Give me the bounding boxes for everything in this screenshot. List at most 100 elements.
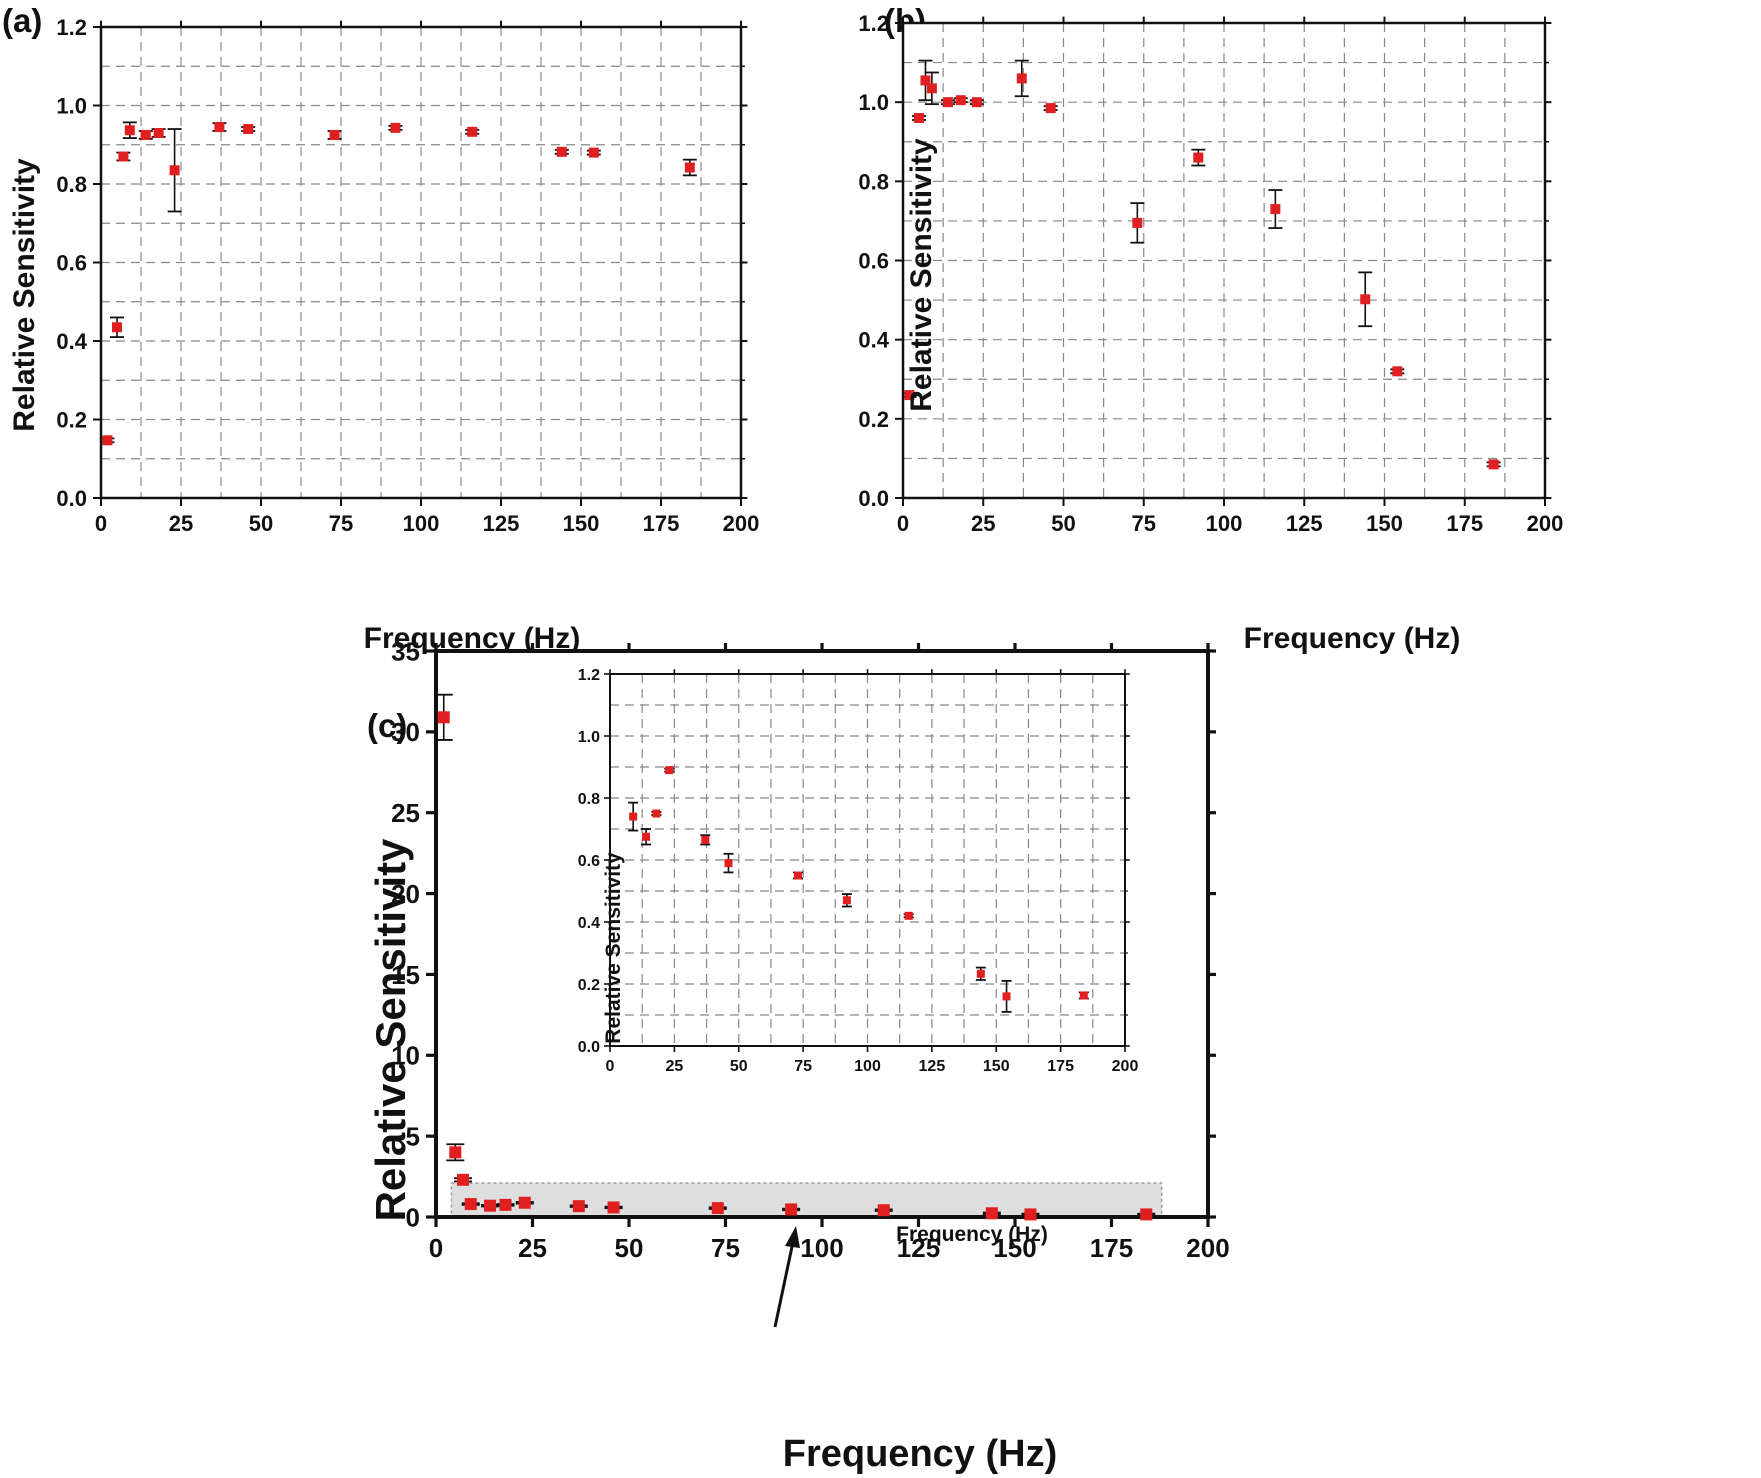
zoom-arrow-head — [785, 1226, 800, 1248]
x-tick-label-c-inset: 175 — [1047, 1058, 1074, 1075]
data-point-b — [1360, 294, 1371, 305]
y-axis-title-c: Relative Sensitivity — [367, 838, 414, 1221]
data-point-c-inset — [1079, 991, 1088, 1000]
data-point-b — [971, 97, 982, 108]
y-tick-label-a: 0.8 — [56, 172, 87, 197]
data-point-b — [1016, 73, 1027, 84]
panel-b-chart: (b) 0 25 50 75 100 125 150 175 2000.00.20.40.60.… — [858, 2, 1563, 655]
x-tick-label-c-inset: 200 — [1112, 1058, 1139, 1075]
data-point-c-inset — [904, 911, 913, 920]
inset-chart: 0 25 50 75 100 125 150 175 200 0.0 0.2 0.4 0.6 0.8 1.0… — [578, 667, 1139, 1246]
x-tick-label-c-inset: 125 — [919, 1058, 946, 1075]
y-tick-label-a: 1.2 — [56, 15, 87, 40]
x-tick-label-c-inset: 100 — [854, 1058, 881, 1075]
data-point-b — [955, 95, 966, 106]
data-point-b — [1045, 103, 1056, 114]
x-tick-label-b: 100 — [1206, 511, 1243, 536]
data-point-c — [607, 1201, 620, 1214]
data-point-c — [877, 1204, 890, 1217]
data-point-a — [124, 125, 135, 136]
x-tick-label-c-inset: 150 — [983, 1058, 1010, 1075]
y-tick-label-c: 0 — [406, 1202, 420, 1232]
x-tick-label-b: 25 — [971, 511, 995, 536]
panel-label-a: (a) — [2, 2, 42, 39]
data-point-c-inset — [652, 809, 661, 818]
x-tick-label-b: 50 — [1051, 511, 1075, 536]
highlight-region-c — [450, 1182, 1163, 1218]
data-point-c — [785, 1203, 798, 1216]
x-tick-label-c: 0 — [429, 1233, 443, 1263]
y-tick-label-c: 10 — [391, 1041, 420, 1071]
x-tick-label-b: 175 — [1446, 511, 1483, 536]
x-tick-label-c: 175 — [1090, 1233, 1133, 1263]
data-point-c-inset — [642, 832, 651, 841]
data-point-a — [140, 129, 151, 140]
y-tick-label-c-inset: 0.4 — [578, 915, 600, 932]
y-tick-label-c-inset: 1.2 — [578, 667, 600, 684]
data-point-b — [1392, 366, 1403, 377]
data-point-c-inset — [665, 766, 674, 775]
x-tick-label-c: 125 — [897, 1233, 940, 1263]
data-point-c — [457, 1173, 470, 1186]
y-tick-label-b: 0.2 — [858, 407, 889, 432]
data-point-a — [153, 127, 164, 138]
y-tick-label-b: 0.4 — [858, 328, 889, 353]
panel-label-c: (c) — [367, 707, 407, 744]
data-point-c — [518, 1196, 531, 1209]
x-tick-label-a: 200 — [723, 511, 760, 536]
data-point-b — [1132, 217, 1143, 228]
x-tick-label-a: 75 — [329, 511, 353, 536]
y-tick-label-c-inset: 0.8 — [578, 791, 600, 808]
data-point-c-inset — [1002, 992, 1011, 1001]
data-point-c — [711, 1202, 724, 1215]
y-tick-label-b: 0.0 — [858, 486, 889, 511]
data-point-a — [390, 122, 401, 133]
x-tick-label-c: 75 — [711, 1233, 740, 1263]
data-point-a — [102, 435, 113, 446]
data-point-b — [1193, 152, 1204, 163]
data-point-a — [588, 147, 599, 158]
y-tick-label-c-inset: 0.0 — [578, 1039, 600, 1056]
data-point-c — [484, 1199, 497, 1212]
x-tick-label-a: 150 — [563, 511, 600, 536]
data-point-b — [1488, 459, 1499, 470]
x-tick-label-b: 75 — [1132, 511, 1156, 536]
data-point-b — [926, 83, 937, 94]
y-tick-label-c: 25 — [391, 798, 420, 828]
y-axis-title-inset: Relative Sensitivity — [602, 852, 625, 1044]
x-tick-label-c-inset: 0 — [606, 1058, 615, 1075]
data-point-c-inset — [842, 896, 851, 905]
x-tick-label-c-inset: 25 — [665, 1058, 683, 1075]
x-tick-label-b: 150 — [1366, 511, 1403, 536]
data-point-c-inset — [701, 835, 710, 844]
y-tick-label-b: 0.6 — [858, 248, 889, 273]
data-point-a — [467, 126, 478, 137]
x-tick-label-c-inset: 50 — [730, 1058, 748, 1075]
y-tick-label-b: 1.0 — [858, 90, 889, 115]
x-tick-label-a: 25 — [169, 511, 193, 536]
y-tick-label-a: 1.0 — [56, 93, 87, 118]
data-point-b — [1270, 204, 1281, 215]
data-point-a — [556, 146, 567, 157]
x-tick-label-c: 25 — [518, 1233, 547, 1263]
y-axis-title-a: Relative Sensitivity — [8, 158, 41, 432]
y-tick-label-c-inset: 1.0 — [578, 729, 600, 746]
x-tick-label-c: 100 — [800, 1233, 843, 1263]
panel-a-chart: (a) 0 25 50 75 100 125 150 175 200 0.0 0.2 0.4 0.6 0.… — [2, 2, 759, 655]
data-point-c-inset — [793, 871, 802, 880]
x-tick-label-c: 50 — [615, 1233, 644, 1263]
data-point-a — [169, 165, 180, 176]
data-point-b — [914, 113, 925, 123]
y-tick-label-c-inset: 0.6 — [578, 853, 600, 870]
data-point-c — [1140, 1208, 1153, 1221]
data-point-c — [464, 1198, 477, 1211]
data-point-c-inset — [724, 859, 733, 868]
data-point-a — [684, 162, 695, 173]
x-tick-label-a: 50 — [249, 511, 273, 536]
x-tick-label-c: 200 — [1186, 1233, 1229, 1263]
x-tick-label-b: 200 — [1527, 511, 1564, 536]
data-point-a — [243, 124, 254, 135]
x-tick-label-c-inset: 75 — [794, 1058, 812, 1075]
y-tick-label-c: 20 — [391, 879, 420, 909]
